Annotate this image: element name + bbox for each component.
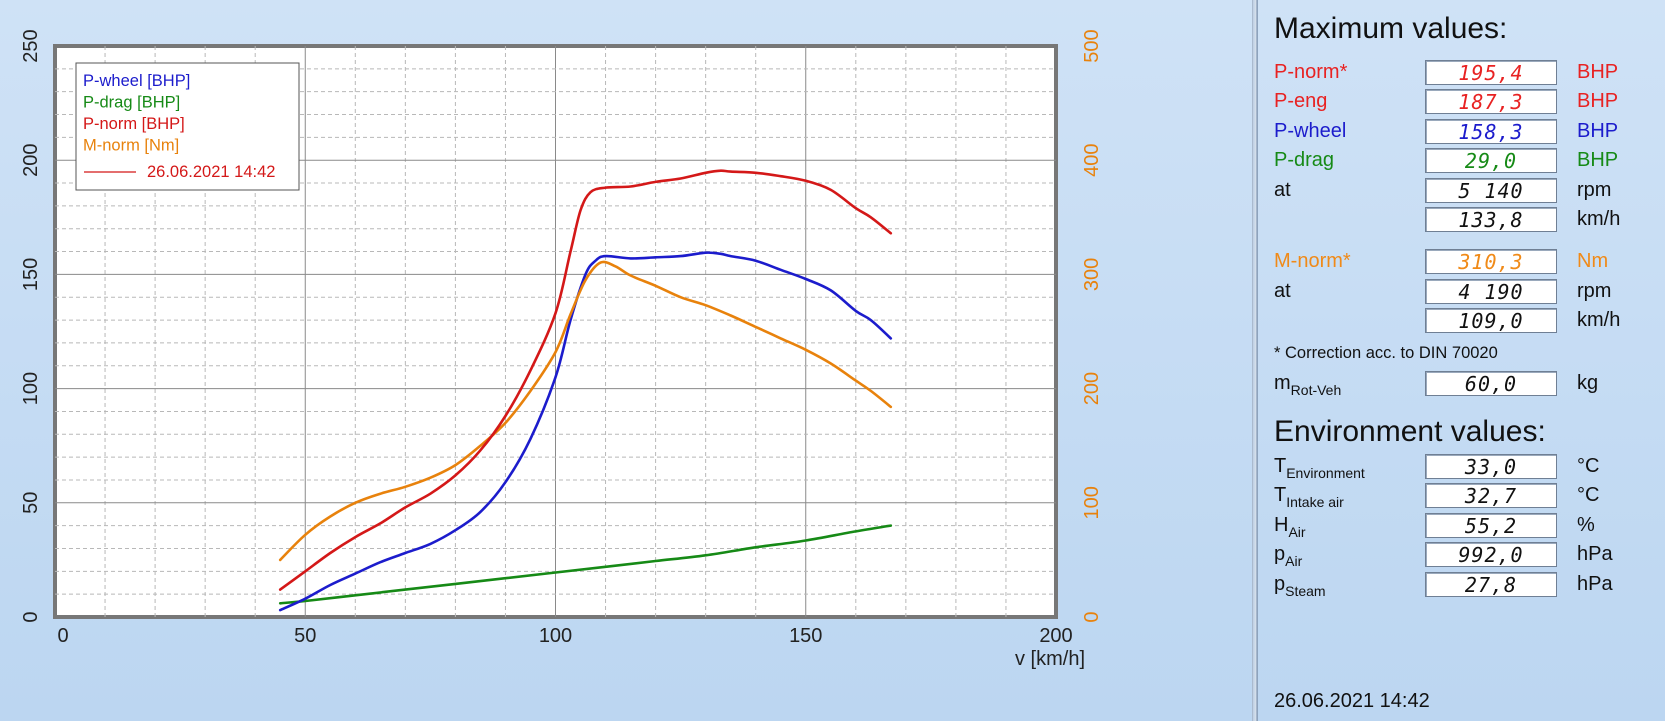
env-row-value: 992,0 [1425,542,1557,567]
max-row-unit: rpm [1577,179,1612,201]
y-left-tick-label: 0 [20,611,42,622]
legend-entry: P-norm [BHP] [83,115,185,133]
max-row-unit: BHP [1577,90,1619,112]
env-row-label-sub: Steam [1285,583,1326,599]
y-left-tick-label: 200 [20,144,42,177]
max-row-value: 4 190 [1425,279,1557,304]
measurement-timestamp: 26.06.2021 14:42 [1274,690,1430,712]
x-axis-label: v [km/h] [1015,648,1085,670]
y-left-tick-label: 100 [20,372,42,405]
env-row-label-sub: Air [1285,553,1303,569]
max-row-label: P-norm* [1274,61,1348,83]
y-right-tick-label: 400 [1081,144,1103,177]
legend-box [75,62,300,191]
max-row-value: 195,4 [1425,60,1557,85]
x-tick-label: 200 [1039,625,1072,647]
env-row-unit: °C [1577,455,1600,477]
x-tick-label: 0 [57,625,68,647]
max-row-unit: km/h [1577,309,1621,331]
legend-stamp: 26.06.2021 14:42 [147,163,275,181]
x-tick-label: 100 [539,625,572,647]
y-left-tick-label: 50 [20,492,42,514]
max-row-value: 158,3 [1425,119,1557,144]
max-row-unit: km/h [1577,208,1621,230]
series-line-p-drag [278,524,893,605]
max-row-label: M-norm* [1274,250,1351,272]
env-row-label-sub: Environment [1286,465,1365,481]
env-row-value: 33,0 [1425,454,1557,479]
legend-entry: M-norm [Nm] [83,137,179,155]
legend-entry: P-wheel [BHP] [83,72,190,90]
max-row-unit: rpm [1577,280,1612,302]
max-row-value: 187,3 [1425,89,1557,114]
max-row-unit: BHP [1577,61,1619,83]
y-right-tick-label: 100 [1081,486,1103,519]
chart-legend: P-wheel [BHP] P-drag [BHP] P-norm [BHP] M-n… [75,62,300,191]
y-right-tick-label: 300 [1081,258,1103,291]
grid-lines [55,46,1056,617]
legend-entry: P-drag [BHP] [83,94,180,112]
values-panel: Maximum values: P-norm* 195,4 BHP P-eng 187,… [1260,0,1665,721]
env-row-unit: hPa [1577,543,1613,565]
series-line-m-norm [278,260,893,562]
env-row-label: pSteam [1274,573,1326,599]
env-row-label: TEnvironment [1274,455,1365,481]
max-row-label: P-eng [1274,90,1328,112]
y-right-tick-label: 0 [1081,611,1103,622]
max-row-label: at [1274,179,1291,201]
mrot-row-label-sub: Rot-Veh [1290,382,1342,398]
correction-note: * Correction acc. to DIN 70020 [1274,344,1498,362]
mrot-row-unit: kg [1577,372,1599,394]
env-row-label: TIntake air [1274,484,1344,510]
mrot-row-label: mRot-Veh [1274,372,1342,398]
max-values-title: Maximum values: [1274,12,1508,45]
env-row-value: 27,8 [1425,572,1557,597]
max-row-unit: BHP [1577,149,1619,171]
env-row-label: HAir [1274,514,1306,540]
x-tick-label: 50 [294,625,316,647]
max-row-value: 133,8 [1425,207,1557,232]
env-row-unit: °C [1577,484,1600,506]
max-row-value: 5 140 [1425,178,1557,203]
chart-canvas: 0 50 100 150 200 0 50 100 150 200 250 0 100 200 300 400… [20,29,1103,670]
y-right-tick-label: 500 [1081,29,1103,62]
max-row-label: P-wheel [1274,120,1347,142]
max-row-value: 310,3 [1425,249,1557,274]
panel-divider [1252,0,1258,721]
series-layer [278,169,893,612]
max-row-unit: Nm [1577,250,1609,272]
y-left-tick-label: 150 [20,258,42,291]
env-row-label: pAir [1274,543,1303,569]
env-row-unit: % [1577,514,1595,536]
dyno-chart: 0 50 100 150 200 0 50 100 150 200 250 0 100 200 300 400… [20,29,1103,670]
max-row-label: P-drag [1274,149,1335,171]
mrot-row-value: 60,0 [1425,371,1557,396]
max-row-unit: BHP [1577,120,1619,142]
max-row-value: 109,0 [1425,308,1557,333]
env-row-value: 55,2 [1425,513,1557,538]
env-row-label-sub: Air [1288,524,1306,540]
series-line-p-wheel [278,251,893,612]
env-row-value: 32,7 [1425,483,1557,508]
max-row-value: 29,0 [1425,148,1557,173]
env-row-label-sub: Intake air [1286,494,1344,510]
x-tick-label: 150 [789,625,822,647]
env-values-title: Environment values: [1274,415,1546,448]
y-right-tick-label: 200 [1081,372,1103,405]
y-left-tick-label: 250 [20,29,42,62]
tick-labels: 0 50 100 150 200 0 50 100 150 200 250 0 100 200 300 400… [20,29,1103,647]
env-row-unit: hPa [1577,573,1613,595]
max-row-label: at [1274,280,1291,302]
series-line-p-norm [278,169,893,591]
